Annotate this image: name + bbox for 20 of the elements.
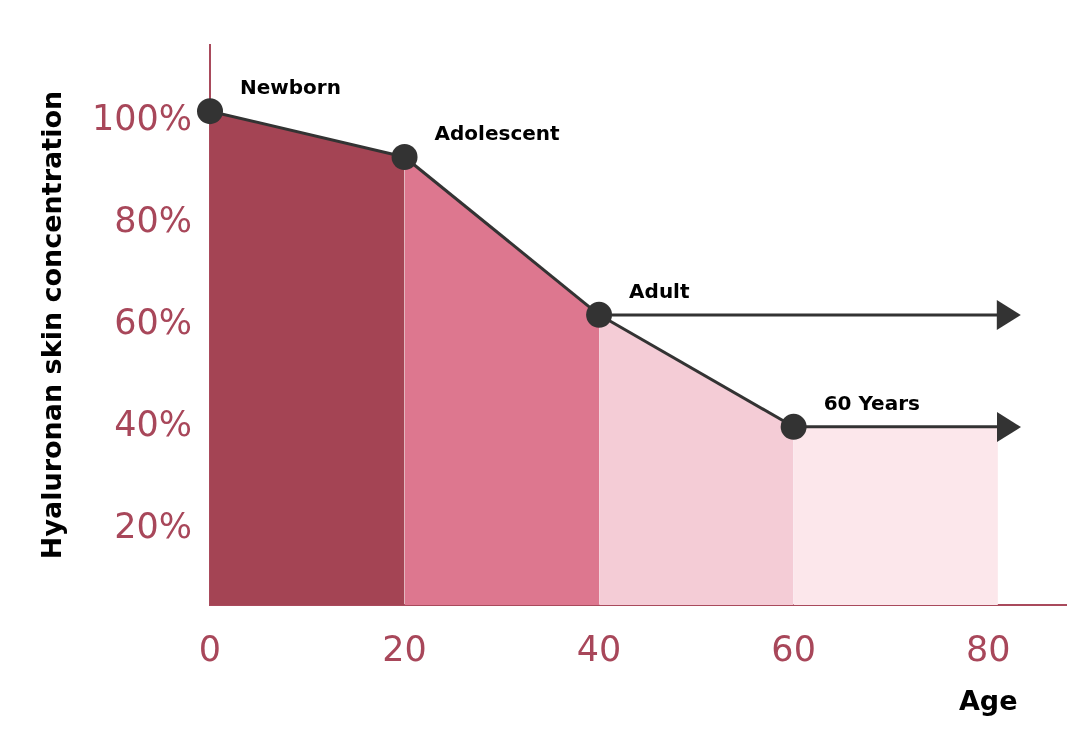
point	[780, 413, 807, 440]
y-axis-title: Hyaluronan skin concentration	[36, 90, 68, 560]
point	[391, 144, 418, 170]
annotation: 60 Years	[823, 391, 920, 416]
annotation: Adult	[629, 279, 690, 304]
x-tick-label: 60	[771, 629, 816, 670]
y-tick-label: 80%	[114, 200, 192, 241]
x-axis-title: Age	[958, 685, 1018, 717]
annotation: Adolescent	[434, 121, 561, 146]
point	[197, 98, 223, 125]
x-tick-label: 40	[576, 629, 622, 670]
x-tick-label: 0	[198, 629, 222, 670]
annotation: Newborn	[240, 75, 341, 100]
x-tick-label: 20	[382, 629, 427, 670]
y-tick-label: 20%	[114, 505, 192, 546]
point	[586, 301, 613, 328]
y-tick-label: 60%	[114, 302, 192, 343]
y-tick-label: 40%	[114, 403, 192, 444]
y-tick-label: 100%	[91, 98, 192, 139]
x-tick-label: 80	[965, 629, 1011, 670]
